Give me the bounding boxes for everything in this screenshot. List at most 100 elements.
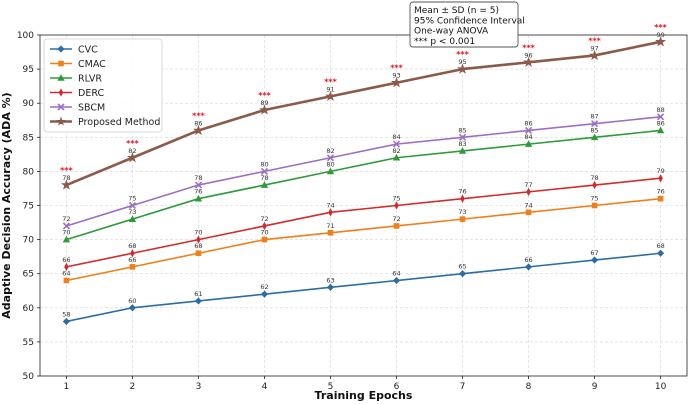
data-label: 78	[260, 174, 268, 182]
data-label: 70	[62, 229, 70, 237]
data-label: 58	[62, 310, 70, 318]
data-point	[458, 147, 467, 154]
series-line-4	[66, 116, 661, 227]
x-tick-label: 8	[526, 382, 532, 392]
data-label: 74	[326, 201, 334, 209]
data-label: 84	[524, 133, 532, 141]
data-label: 82	[128, 147, 136, 155]
data-point	[196, 235, 201, 244]
series-line-0	[66, 252, 661, 323]
data-point	[591, 202, 598, 209]
data-point	[326, 283, 335, 291]
data-label: 73	[128, 208, 136, 216]
data-point	[392, 276, 401, 285]
annotation-line: *** p < 0.001	[414, 37, 475, 47]
data-point	[261, 236, 268, 243]
x-tick-label: 2	[130, 382, 136, 392]
stats-annotation-box: Mean ± SD (n = 5)95% Confidence Interval…	[409, 1, 525, 48]
data-label: 83	[458, 140, 466, 148]
data-label: 66	[128, 256, 136, 264]
y-tick-label: 65	[23, 270, 34, 280]
data-point	[458, 270, 467, 278]
data-label: 73	[458, 208, 466, 216]
data-label: 76	[194, 188, 202, 196]
data-label: 75	[128, 195, 136, 203]
legend-entry: Proposed Method	[78, 117, 160, 128]
data-point	[64, 262, 69, 272]
data-point	[259, 104, 270, 115]
data-point	[589, 49, 601, 61]
data-label: 60	[128, 297, 136, 305]
data-label: 72	[392, 215, 400, 223]
data-label: 66	[524, 256, 532, 264]
y-tick-label: 95	[23, 65, 34, 75]
data-label: 72	[260, 215, 268, 223]
data-point	[195, 250, 202, 257]
data-point	[262, 221, 267, 231]
data-point	[326, 154, 335, 162]
legend-entry: CVC	[78, 45, 98, 56]
data-point	[391, 77, 402, 88]
data-label: 80	[260, 160, 268, 168]
significance-marker: ***	[192, 111, 205, 120]
significance-marker: ***	[126, 139, 139, 148]
data-label: 70	[194, 229, 202, 237]
data-label: 61	[194, 290, 202, 298]
data-label: 63	[326, 276, 334, 284]
data-point	[193, 124, 204, 136]
data-point	[592, 180, 597, 190]
data-label: 93	[392, 72, 400, 80]
data-point	[260, 290, 269, 298]
x-tick-label: 10	[655, 382, 667, 392]
y-tick-label: 70	[23, 236, 35, 246]
data-label: 76	[458, 188, 466, 196]
x-axis-label: Training Epochs	[315, 389, 413, 402]
data-label: 72	[62, 215, 70, 223]
data-label: 89	[260, 99, 268, 107]
data-point	[260, 167, 269, 175]
data-labels: 58 60 61 62 63 64 65 66 67 68 64 66 68 70 71 72 73 74 75 76…	[62, 31, 664, 319]
data-label: 80	[326, 160, 334, 168]
x-tick-label: 5	[328, 382, 334, 392]
data-point	[194, 297, 203, 305]
y-tick-label: 55	[23, 338, 34, 348]
data-point	[655, 36, 667, 47]
data-point	[524, 263, 533, 271]
data-label: 86	[524, 119, 532, 127]
data-point	[658, 174, 663, 183]
x-tick-label: 4	[262, 382, 268, 392]
legend-marker	[58, 88, 64, 97]
data-point	[194, 181, 203, 189]
data-point	[130, 249, 135, 258]
legend-entry: RLVR	[78, 74, 102, 85]
data-label: 86	[656, 119, 664, 127]
x-tick-label: 9	[592, 382, 598, 392]
y-tick-label: 50	[23, 372, 35, 382]
data-label: 75	[590, 195, 598, 203]
x-axis-ticks: 1 2 3 4 5 6 7 8 9 10	[64, 376, 667, 392]
data-label: 96	[524, 51, 532, 59]
legend-box	[43, 38, 163, 133]
legend-marker	[58, 60, 64, 67]
data-point	[393, 223, 400, 229]
data-label: 74	[524, 201, 532, 209]
data-point	[62, 317, 70, 326]
data-point	[128, 201, 136, 210]
data-label: 70	[260, 229, 268, 237]
data-label: 78	[590, 174, 598, 182]
data-label: 67	[590, 249, 598, 257]
y-axis-ticks: 50 55 60 65 70 75 80 85 90 95 100	[17, 31, 40, 382]
data-label: 68	[194, 242, 202, 250]
data-point	[457, 63, 468, 74]
significance-marker: ***	[654, 23, 667, 32]
data-label: 87	[590, 113, 598, 121]
series-line-3	[66, 177, 661, 268]
data-point	[392, 140, 401, 148]
y-tick-label: 75	[23, 202, 34, 212]
significance-marker: ***	[60, 166, 73, 175]
y-tick-label: 100	[17, 31, 34, 41]
data-point	[459, 216, 466, 222]
data-point	[524, 126, 533, 135]
x-tick-label: 6	[394, 382, 400, 392]
